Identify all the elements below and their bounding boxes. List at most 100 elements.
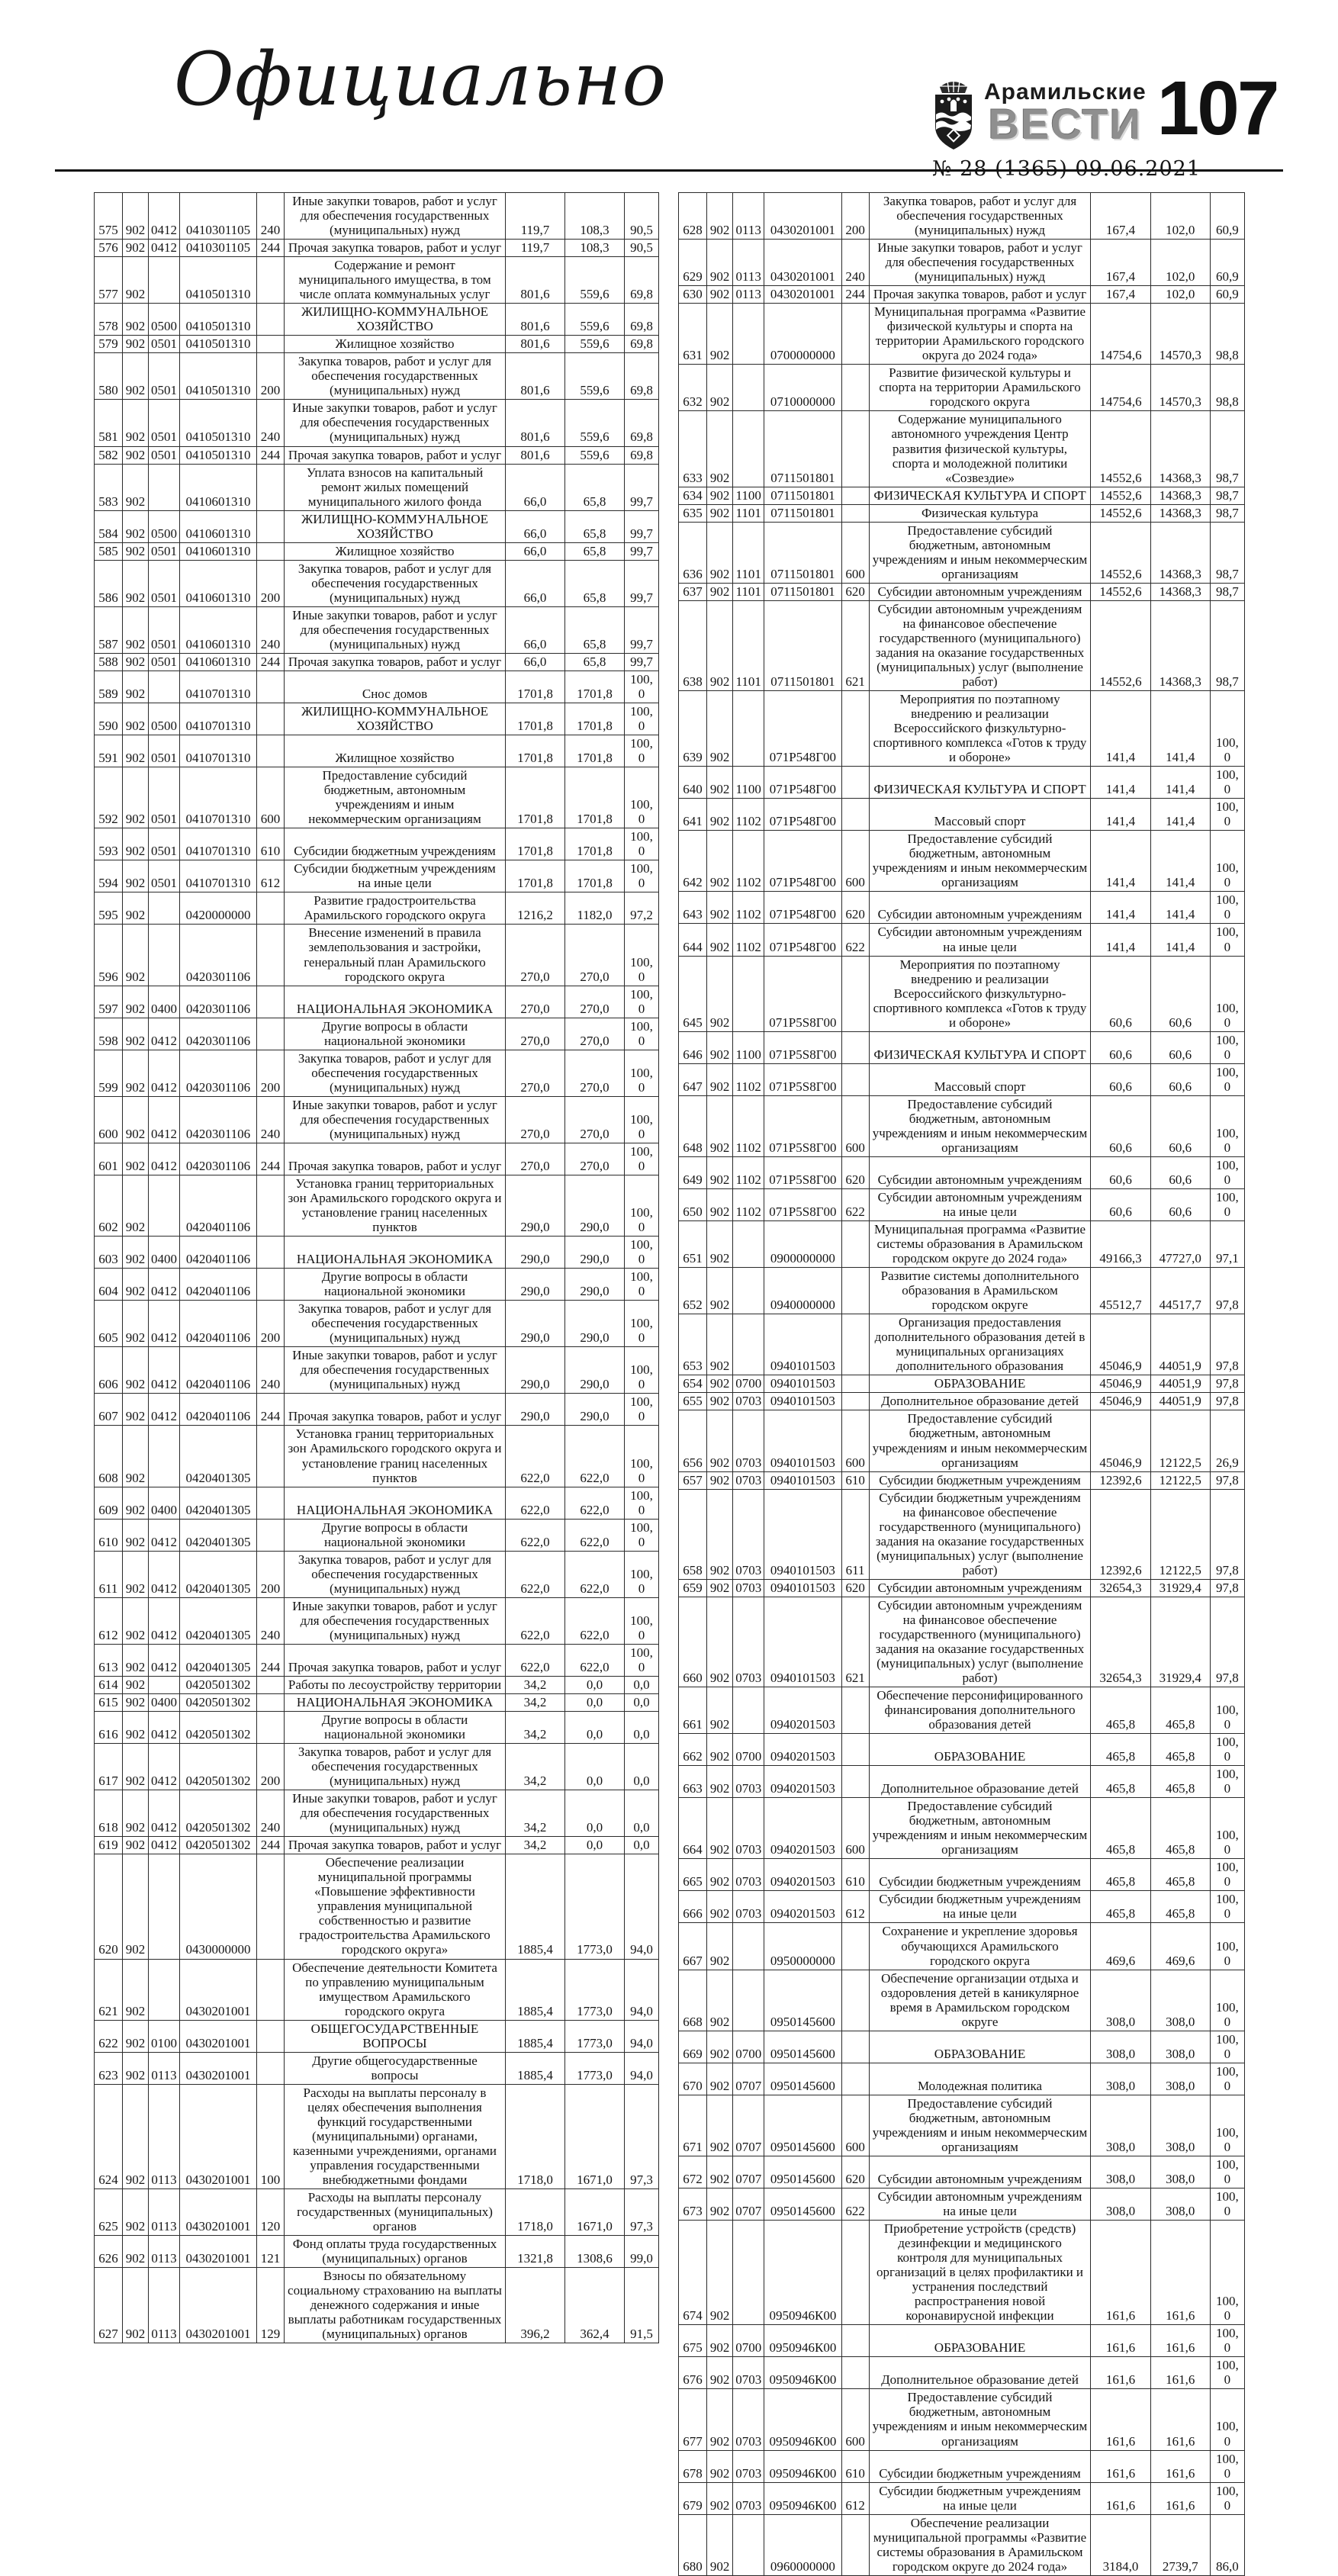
section-code-cell: 1102 — [732, 798, 765, 831]
name-cell: Субсидии бюджетным учреждениям на иные ц… — [284, 860, 506, 893]
approved-amount-cell: 290,0 — [505, 1393, 565, 1426]
approved-amount-cell: 1701,8 — [505, 828, 565, 861]
name-cell: Субсидии автономным учреждениям — [868, 1578, 1092, 1597]
budget-table-right: 628 902 0113 0430201001 200 Закупка товаров, … — [677, 191, 1246, 2576]
percent-cell: 100,0 — [1209, 798, 1246, 831]
name-cell: Установка границ территориальных зон Ара… — [284, 1425, 506, 1487]
expense-type-cell: 240 — [256, 1597, 285, 1645]
percent-cell: 98,7 — [1209, 600, 1246, 692]
expense-type-cell: 621 — [841, 1596, 870, 1688]
line-number-cell: 636 — [677, 521, 708, 584]
name-cell: Иные закупки товаров, работ и услуг для … — [868, 239, 1092, 287]
section-code-cell: 0412 — [148, 1393, 180, 1426]
section-code-cell — [148, 1854, 180, 1960]
grbs-code-cell: 902 — [706, 1375, 734, 1394]
name-cell: Жилищное хозяйство — [284, 542, 506, 561]
expense-type-cell — [841, 690, 870, 767]
expense-type-cell: 610 — [256, 828, 285, 861]
grbs-code-cell: 902 — [122, 2051, 149, 2085]
executed-amount-cell: 60,6 — [1150, 1095, 1211, 1157]
name-cell: Субсидии автономным учреждениям на финан… — [868, 1596, 1092, 1688]
grbs-code-cell: 902 — [706, 1410, 734, 1472]
table-row: 579 902 0501 0410501310 Жилищное хозяйство 80… — [94, 335, 659, 354]
executed-amount-cell: 1773,0 — [564, 2019, 625, 2053]
table-row: 640 902 1100 071P548Г00 ФИЗИЧЕСКАЯ КУЛЬТУРА … — [677, 766, 1246, 799]
name-cell: Развитие градостроительства Арамильского… — [284, 892, 506, 925]
line-number-cell: 648 — [677, 1095, 708, 1157]
executed-amount-cell: 1701,8 — [564, 860, 625, 893]
name-cell: Обеспечение реализации муниципальной про… — [284, 1854, 506, 1960]
approved-amount-cell: 801,6 — [505, 303, 565, 336]
section-code-cell — [148, 670, 180, 704]
expense-type-cell: 612 — [841, 1890, 870, 1924]
line-number-cell: 625 — [94, 2188, 123, 2237]
target-article-cell: 0420301106 — [179, 924, 257, 986]
executed-amount-cell: 559,6 — [564, 399, 625, 447]
name-cell: Закупка товаров, работ и услуг для обесп… — [284, 1300, 506, 1348]
table-row: 610 902 0412 0420401305 Другие вопросы в обл… — [94, 1518, 659, 1552]
grbs-code-cell: 902 — [122, 1550, 149, 1598]
name-cell: ОБРАЗОВАНИЕ — [868, 2324, 1092, 2358]
grbs-code-cell: 902 — [706, 486, 734, 505]
line-number-cell: 584 — [94, 510, 123, 543]
target-article-cell: 071P548Г00 — [764, 891, 842, 925]
name-cell: Другие вопросы в области национальной эк… — [284, 1268, 506, 1301]
name-cell: Прочая закупка товаров, работ и услуг — [284, 1836, 506, 1855]
section-code-cell: 0700 — [732, 2030, 765, 2063]
percent-cell: 100,0 — [1209, 766, 1246, 799]
line-number-cell: 677 — [677, 2388, 708, 2451]
grbs-code-cell: 902 — [706, 503, 734, 523]
line-number-cell: 637 — [677, 582, 708, 601]
executed-amount-cell: 14368,3 — [1150, 582, 1211, 601]
target-article-cell: 0711501801 — [764, 486, 842, 505]
grbs-code-cell: 902 — [122, 670, 149, 704]
line-number-cell: 632 — [677, 364, 708, 412]
percent-cell: 100,0 — [624, 1597, 659, 1645]
name-cell: ЖИЛИЩНО-КОММУНАЛЬНОЕ ХОЗЯЙСТВО — [284, 510, 506, 543]
target-article-cell: 071P5S8Г00 — [764, 1063, 842, 1096]
target-article-cell: 0420401106 — [179, 1393, 257, 1426]
name-cell: НАЦИОНАЛЬНАЯ ЭКОНОМИКА — [284, 1236, 506, 1269]
table-row: 601 902 0412 0420301106 244 Прочая закупка то… — [94, 1142, 659, 1175]
target-article-cell: 0940101503 — [764, 1488, 842, 1580]
line-number-cell: 657 — [677, 1471, 708, 1490]
target-article-cell: 0940201503 — [764, 1686, 842, 1735]
target-article-cell: 0940101503 — [764, 1375, 842, 1394]
expense-type-cell: 600 — [841, 1095, 870, 1157]
expense-type-cell: 244 — [256, 445, 285, 465]
expense-type-cell: 240 — [256, 1095, 285, 1143]
target-article-cell: 0420501302 — [179, 1836, 257, 1855]
executed-amount-cell: 60,6 — [1150, 1188, 1211, 1222]
line-number-cell: 622 — [94, 2019, 123, 2053]
target-article-cell: 0950946К00 — [764, 2449, 842, 2483]
executed-amount-cell: 308,0 — [1150, 1969, 1211, 2031]
grbs-code-cell: 902 — [706, 1797, 734, 1860]
line-number-cell: 670 — [677, 2062, 708, 2095]
budget-table-left: 575 902 0412 0410301105 240 Иные закупки това… — [94, 191, 659, 2344]
name-cell: Субсидии бюджетным учреждениям — [284, 828, 506, 861]
table-row: 672 902 0707 0950145600 620 Субсидии автономн… — [677, 2155, 1246, 2189]
grbs-code-cell: 902 — [706, 1392, 734, 1411]
target-article-cell: 0940101503 — [764, 1471, 842, 1490]
approved-amount-cell: 622,0 — [505, 1486, 565, 1520]
table-row: 679 902 0703 0950946К00 612 Субсидии бюджетны… — [677, 2481, 1246, 2515]
table-row: 670 902 0707 0950145600 Молодежная политика 3… — [677, 2062, 1246, 2095]
target-article-cell: 071P548Г00 — [764, 766, 842, 799]
grbs-code-cell: 902 — [122, 1346, 149, 1394]
executed-amount-cell: 14368,3 — [1150, 600, 1211, 692]
expense-type-cell: 200 — [256, 559, 285, 607]
grbs-code-cell: 902 — [706, 600, 734, 692]
line-number-cell: 620 — [94, 1854, 123, 1960]
executed-amount-cell: 290,0 — [564, 1346, 625, 1394]
table-row: 658 902 0703 0940101503 611 Субсидии бюджетны… — [677, 1488, 1246, 1580]
percent-cell: 98,7 — [1209, 503, 1246, 523]
name-cell: Обеспечение реализации муниципальной про… — [868, 2513, 1092, 2576]
target-article-cell: 0950145600 — [764, 2030, 842, 2063]
table-row: 586 902 0501 0410601310 200 Закупка товаров, … — [94, 559, 659, 607]
name-cell: Массовый спорт — [868, 1063, 1092, 1096]
expense-type-cell — [841, 2220, 870, 2326]
expense-type-cell: 610 — [841, 1858, 870, 1892]
table-row: 583 902 0410601310 Уплата взносов на капита… — [94, 463, 659, 511]
approved-amount-cell: 32654,3 — [1090, 1596, 1151, 1688]
approved-amount-cell: 49166,3 — [1090, 1220, 1151, 1269]
